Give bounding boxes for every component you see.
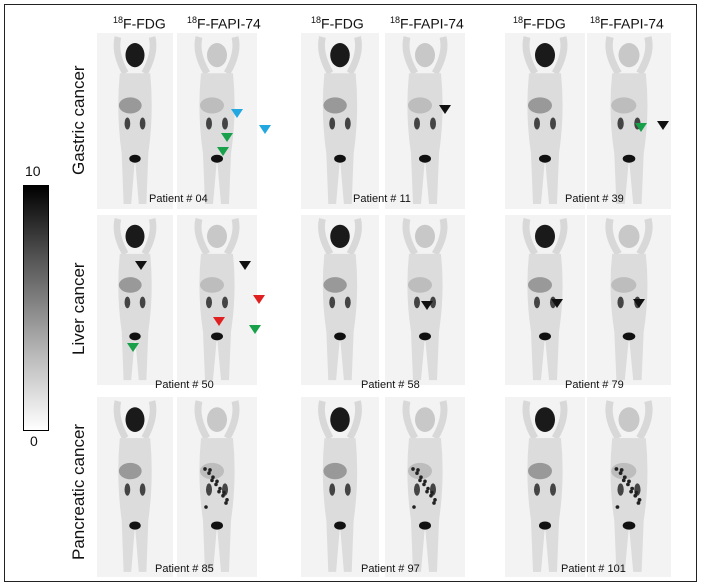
pet-scan-panel [385, 215, 465, 385]
annotation-arrow-icon [253, 295, 265, 304]
annotation-arrow-icon [239, 261, 251, 270]
pet-scan-panel [505, 215, 585, 385]
annotation-arrow-icon [135, 261, 147, 270]
annotation-arrow-icon [217, 147, 229, 156]
header-fdg-1: 18F-FDG [113, 15, 166, 32]
pet-scan-panel [385, 33, 465, 209]
patient-label: Patient # 11 [353, 193, 411, 205]
pet-scan-panel [177, 33, 257, 209]
annotation-arrow-icon [635, 123, 647, 132]
header-fapi-3: 18F-FAPI-74 [590, 15, 664, 32]
pet-scan-panel [385, 397, 465, 577]
patient-label: Patient # 79 [565, 379, 624, 391]
annotation-arrow-icon [231, 109, 243, 118]
row-label-gastric: Gastric cancer [69, 65, 88, 175]
pet-scan-panel [177, 397, 257, 577]
annotation-arrow-icon [657, 121, 669, 130]
patient-label: Patient # 50 [155, 379, 214, 391]
header-fdg-2: 18F-FDG [311, 15, 364, 32]
annotation-arrow-icon [633, 299, 645, 308]
row-label-liver: Liver cancer [69, 262, 88, 355]
header-fdg-3: 18F-FDG [513, 15, 566, 32]
annotation-arrow-icon [259, 125, 271, 134]
patient-label: Patient # 58 [361, 379, 420, 391]
patient-label: Patient # 39 [565, 193, 624, 205]
annotation-arrow-icon [551, 299, 563, 308]
pet-scan-panel [301, 215, 379, 385]
header-fapi-1: 18F-FAPI-74 [187, 15, 261, 32]
pet-scan-panel [177, 215, 257, 385]
patient-label: Patient # 85 [155, 563, 214, 575]
annotation-arrow-icon [421, 301, 433, 310]
pet-scan-panel [97, 33, 173, 209]
pet-scan-panel [505, 33, 585, 209]
header-fapi-2: 18F-FAPI-74 [390, 15, 464, 32]
pet-scan-panel [97, 397, 173, 577]
pet-scan-panel [587, 397, 671, 577]
colorbar [23, 185, 49, 431]
pet-scan-panel [587, 33, 671, 209]
colorbar-min: 0 [30, 433, 38, 449]
annotation-arrow-icon [127, 343, 139, 352]
patient-label: Patient # 101 [561, 563, 626, 575]
pet-scan-panel [587, 215, 671, 385]
pet-scan-panel [301, 33, 379, 209]
figure-frame: 18F-FDG 18F-FAPI-74 18F-FDG 18F-FAPI-74 … [4, 4, 697, 582]
annotation-arrow-icon [221, 133, 233, 142]
pet-scan-panel [97, 215, 173, 385]
annotation-arrow-icon [249, 325, 261, 334]
patient-label: Patient # 04 [149, 193, 208, 205]
patient-label: Patient # 97 [361, 563, 420, 575]
pet-scan-panel [301, 397, 379, 577]
annotation-arrow-icon [213, 317, 225, 326]
annotation-arrow-icon [439, 105, 451, 114]
pet-scan-panel [505, 397, 585, 577]
colorbar-max: 10 [25, 163, 41, 179]
row-label-pancreatic: Pancreatic cancer [69, 423, 88, 560]
